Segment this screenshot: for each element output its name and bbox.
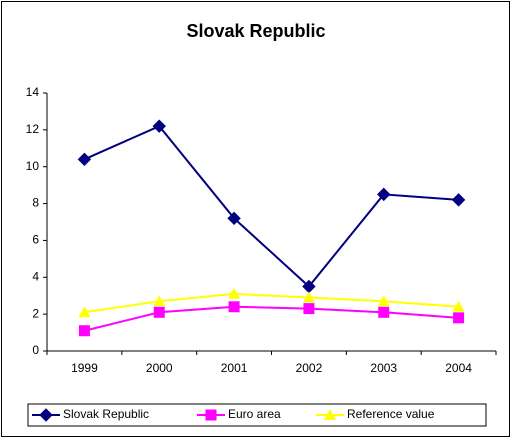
marker — [78, 325, 90, 337]
marker — [152, 119, 166, 133]
series-line — [84, 292, 459, 314]
marker — [228, 301, 240, 313]
marker — [227, 211, 241, 226]
series-line — [84, 305, 459, 332]
y-tick-label: 10 — [26, 159, 40, 173]
y-tick-label: 8 — [32, 196, 39, 210]
y-tick-label: 4 — [32, 269, 39, 283]
legend-marker — [39, 408, 53, 422]
y-tick-label: 6 — [32, 233, 39, 247]
x-tick-label: 2001 — [221, 361, 248, 375]
x-tick-label: 2000 — [146, 361, 173, 375]
series-line — [84, 124, 459, 288]
legend-box — [27, 403, 487, 427]
y-tick-label: 2 — [32, 306, 39, 320]
x-tick-label: 1999 — [71, 361, 98, 375]
marker — [153, 295, 166, 307]
x-tick-label: 2004 — [445, 361, 472, 375]
chart-title: Slovak Republic — [186, 21, 325, 41]
marker — [78, 306, 91, 318]
legend-marker — [205, 409, 217, 421]
legend-label: Slovak Republic — [63, 407, 149, 421]
marker — [377, 187, 391, 202]
y-tick-label: 14 — [26, 85, 40, 99]
y-tick-label: 12 — [26, 122, 40, 136]
marker — [378, 306, 390, 318]
legend-label: Reference value — [347, 407, 435, 421]
y-tick-label: 0 — [32, 343, 39, 357]
marker — [452, 300, 465, 312]
x-tick-label: 2003 — [370, 361, 397, 375]
legend-marker — [324, 409, 336, 420]
legend-label: Euro area — [228, 407, 281, 421]
marker — [303, 303, 315, 315]
marker — [228, 287, 241, 299]
marker — [451, 193, 466, 207]
marker — [377, 295, 390, 307]
marker — [453, 312, 465, 324]
x-tick-label: 2002 — [296, 361, 323, 375]
marker — [302, 291, 315, 303]
marker — [153, 306, 165, 318]
marker — [77, 152, 92, 167]
